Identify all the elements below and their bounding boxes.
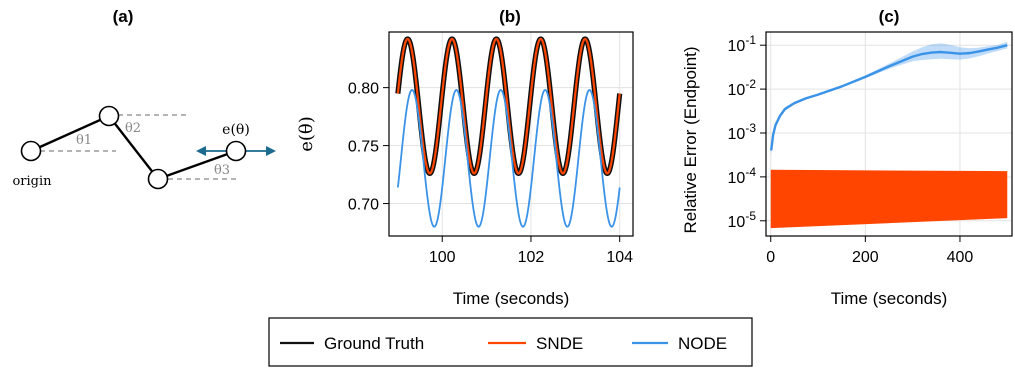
panel-a-title: (a)	[113, 7, 134, 26]
legend: Ground Truth SNDE NODE	[269, 318, 752, 366]
panel-a: (a) origin θ1 θ2 θ3 e(θ)	[12, 7, 276, 189]
joint-endpoint	[227, 142, 246, 161]
y-tick-label: 10-5	[728, 209, 757, 231]
panel-c-xlabel: Time (seconds)	[831, 289, 948, 308]
panel-b-xlabel: Time (seconds)	[453, 289, 570, 308]
x-tick-label: 0	[766, 249, 775, 266]
series-band-snde	[771, 170, 1008, 228]
y-tick-label: 10-4	[728, 165, 757, 187]
y-tick-label: 10-1	[728, 33, 757, 55]
joint-1	[100, 107, 119, 126]
y-tick-label: 0.80	[348, 81, 379, 98]
origin-label: origin	[12, 174, 52, 189]
panel-c: (c) 0 200 400 10-5 10-4 10-3 10-2 10-1 Time (se…	[681, 7, 1012, 308]
x-tick-label: 104	[606, 249, 633, 266]
panel-b-title: (b)	[499, 7, 521, 26]
x-tick-label: 102	[518, 249, 545, 266]
series-line-node	[771, 45, 1007, 150]
panel-b-ylabel: e(θ)	[296, 116, 317, 152]
x-tick-label: 200	[852, 249, 879, 266]
panel-b-series	[398, 39, 620, 227]
y-tick-label: 0.75	[348, 139, 379, 156]
theta3-label: θ3	[214, 163, 230, 178]
panel-b: (b) 100 102 104 0.70 0.75 0.80 Time (seconds)…	[296, 7, 633, 308]
y-tick-label: 0.70	[348, 197, 379, 214]
y-tick-label: 10-2	[728, 77, 757, 99]
x-tick-label: 400	[947, 249, 974, 266]
y-tick-label: 10-3	[728, 121, 757, 143]
panel-c-ylabel: Relative Error (Endpoint)	[681, 46, 700, 233]
legend-label-node: NODE	[678, 334, 727, 353]
endpoint-label: e(θ)	[222, 122, 250, 138]
panel-c-ticks: 0 200 400 10-5 10-4 10-3 10-2 10-1	[728, 33, 974, 266]
panel-c-series	[771, 42, 1008, 228]
legend-label-ground-truth: Ground Truth	[324, 334, 424, 353]
x-tick-label: 100	[429, 249, 456, 266]
theta2-label: θ2	[125, 121, 141, 136]
legend-label-snde: SNDE	[536, 334, 583, 353]
panel-c-title: (c)	[879, 7, 900, 26]
theta1-label: θ1	[76, 133, 92, 148]
series-line-ground-truth	[398, 39, 620, 173]
joint-2	[149, 170, 168, 189]
joint-origin	[22, 142, 41, 161]
panel-b-ticks: 100 102 104 0.70 0.75 0.80	[348, 81, 633, 266]
